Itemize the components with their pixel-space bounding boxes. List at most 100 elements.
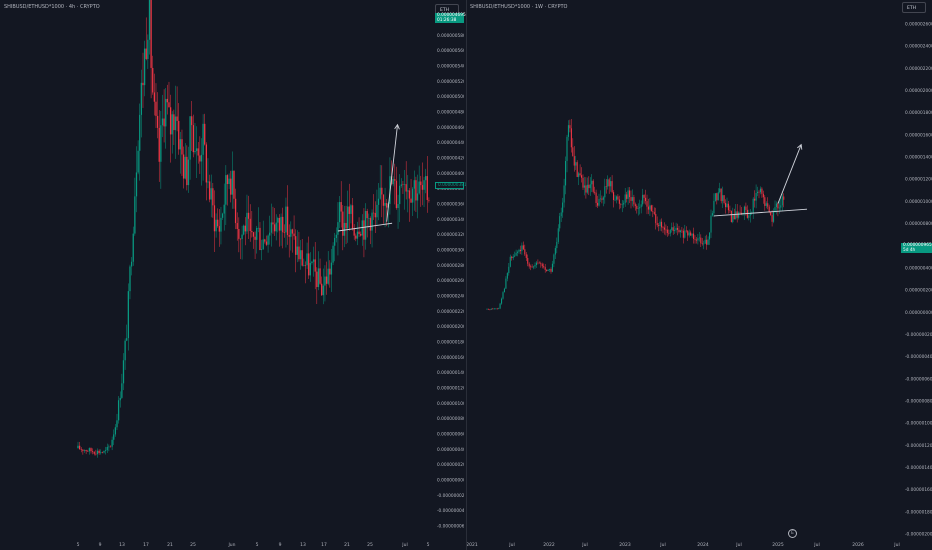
candle-body [412,188,414,203]
candle-body [716,193,718,201]
y-tick-label: 0.0000002400 [437,294,464,300]
candle-body [309,263,311,276]
candle-body [652,211,654,212]
candle-body [192,125,194,153]
y-tick-label: 0.0000022000 [905,66,932,72]
candle-body [343,222,346,236]
candle-body [646,201,648,207]
candle-body [402,184,404,186]
candle-body [251,230,253,233]
arrow-head [797,143,803,150]
x-tick-label: Jun [227,542,235,548]
candle-body [777,203,779,209]
candle-body [347,206,349,229]
candle-body [319,268,321,284]
candle-body [246,212,248,232]
candle-body [723,195,725,204]
candle-body [83,450,86,451]
y-tick-label: 0.0000004600 [437,125,464,131]
candle-body [283,232,285,233]
candle-body [743,206,746,213]
candle-body [615,196,618,200]
candle-body [665,229,667,231]
candle-body [531,266,533,268]
candle-body [722,195,724,202]
candle-body [275,222,277,232]
candle-body [415,180,417,201]
candle-body [708,232,711,240]
candles-group [77,0,430,458]
y-tick-label: -0.0000018000 [905,509,932,515]
candle-body [674,230,676,231]
candle-body [700,237,702,244]
candle-body [550,268,552,272]
candle-body [308,253,310,276]
candle-body [534,264,536,267]
y-tick-label: 0.0000003800 [437,186,464,192]
candle-body [636,205,638,209]
y-tick-label: 0.0000005000 [437,94,464,100]
projection-arrow[interactable] [386,124,398,222]
price-tag-value-1w: 0.0000009659 [903,243,932,248]
event-marker-icon[interactable]: E [788,529,797,538]
candle-body [573,156,575,166]
candle-body [623,202,625,205]
candle-body [335,234,337,239]
candle-body [663,227,666,230]
candle-body [100,452,102,454]
y-tick-label: 0.0000001000 [437,401,464,407]
chart-panel-1w[interactable]: 0.0000026000 0.0000024000 0.0000022000 0.00… [466,0,932,550]
candle-body [374,213,376,218]
candle-body [671,227,673,230]
candle-body [668,232,670,234]
candle-body [505,278,507,289]
candle-body [134,196,136,234]
price-tag-countdown-4h: 01:26:38 [437,18,457,23]
candle-body [711,213,714,216]
candle-body [774,207,776,212]
candle-body [158,127,160,162]
currency-badge-1w[interactable]: ETH [902,2,926,13]
candle-body [321,283,323,296]
candle-body [130,261,133,267]
candle-body [119,397,121,401]
y-tick-label: -0.0000002000 [905,332,932,338]
candle-body [535,262,538,265]
candle-body [220,217,222,232]
candle-body [512,256,514,259]
trendline[interactable] [337,222,393,232]
projection-arrow[interactable] [777,144,802,204]
chart-panel-4h[interactable]: 0.00000060000.00000058000.00000056000.00… [0,0,471,550]
y-tick-label: 0.0000000600 [437,432,464,438]
y-tick-label: 0.0000001200 [437,386,464,392]
candle-body [293,233,295,237]
candle-body [521,245,523,252]
candle-body [754,198,756,201]
candle-body [642,194,644,205]
candle-body [570,128,572,148]
chart-1w-canvas[interactable]: 0.0000026000 0.0000024000 0.0000022000 0.00… [467,0,932,550]
candles-group [486,119,785,311]
candle-body [160,125,162,162]
candle-body [210,188,212,200]
candle-body [499,303,501,309]
y-tick-label: 0.0000002000 [905,288,932,294]
candle-body [707,239,709,245]
candle-body [348,206,350,214]
trendline[interactable] [713,208,808,217]
chart-4h-canvas[interactable]: 0.00000060000.00000058000.00000056000.00… [0,0,464,550]
candle-body [756,191,759,193]
candle-body [121,383,123,398]
candle-body [408,190,411,199]
candle-body [360,234,362,236]
y-tick-label: -0.0000016000 [905,487,932,493]
candle-body [132,233,134,262]
candle-body [594,191,596,193]
x-tick-label: 5 [77,542,80,548]
candle-body [669,229,671,234]
candle-body [236,223,238,230]
candle-body [514,255,516,257]
candle-body [345,222,347,229]
candle-body [540,263,542,265]
y-tick-label: 0.0000004400 [437,140,464,146]
